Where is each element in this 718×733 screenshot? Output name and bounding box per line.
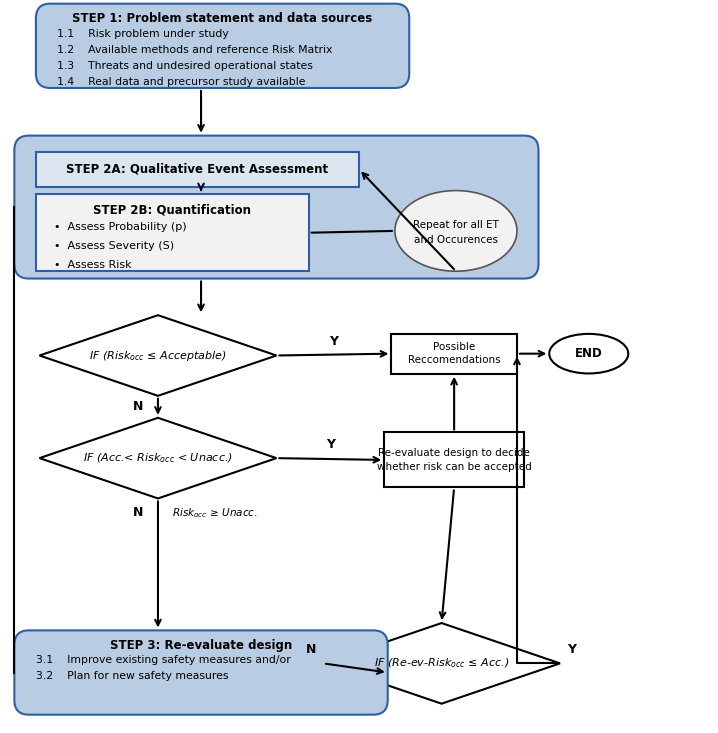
Text: •  Assess Risk: • Assess Risk: [54, 260, 131, 270]
Text: STEP 2B: Quantification: STEP 2B: Quantification: [93, 203, 251, 216]
Text: IF (Acc.< Risk$_{occ}$ < Unacc.): IF (Acc.< Risk$_{occ}$ < Unacc.): [83, 452, 233, 465]
Text: Re-evaluate design to decide: Re-evaluate design to decide: [378, 449, 530, 458]
Text: 1.4    Real data and precursor study available: 1.4 Real data and precursor study availa…: [57, 77, 306, 87]
Text: IF (Re-ev-Risk$_{occ}$ ≤ Acc.): IF (Re-ev-Risk$_{occ}$ ≤ Acc.): [374, 657, 509, 670]
FancyBboxPatch shape: [36, 4, 409, 88]
Polygon shape: [323, 623, 560, 704]
FancyBboxPatch shape: [14, 630, 388, 715]
Text: •  Assess Probability (p): • Assess Probability (p): [54, 222, 187, 232]
FancyBboxPatch shape: [384, 432, 524, 487]
FancyBboxPatch shape: [36, 152, 359, 187]
Polygon shape: [39, 418, 276, 498]
Text: END: END: [575, 347, 602, 360]
Text: Possible: Possible: [433, 342, 475, 352]
Text: 3.2    Plan for new safety measures: 3.2 Plan for new safety measures: [36, 671, 228, 682]
Text: STEP 2A: Qualitative Event Assessment: STEP 2A: Qualitative Event Assessment: [66, 163, 329, 176]
Text: STEP 1: Problem statement and data sources: STEP 1: Problem statement and data sourc…: [73, 12, 373, 26]
Text: Y: Y: [330, 335, 338, 348]
Text: IF (Risk$_{occ}$ ≤ Acceptable): IF (Risk$_{occ}$ ≤ Acceptable): [89, 348, 227, 363]
Text: $Risk_{occ}$ ≥ $Unacc.$: $Risk_{occ}$ ≥ $Unacc.$: [172, 506, 258, 520]
Text: 3.1    Improve existing safety measures and/or: 3.1 Improve existing safety measures and…: [36, 655, 291, 666]
Text: N: N: [306, 643, 316, 656]
Text: Reccomendations: Reccomendations: [408, 356, 500, 365]
Ellipse shape: [549, 334, 628, 374]
Text: •  Assess Severity (S): • Assess Severity (S): [54, 241, 174, 251]
Text: STEP 3: Re-evaluate design: STEP 3: Re-evaluate design: [110, 639, 292, 652]
Text: and Occurences: and Occurences: [414, 235, 498, 245]
FancyBboxPatch shape: [36, 194, 309, 271]
FancyBboxPatch shape: [14, 136, 538, 279]
Text: N: N: [134, 506, 144, 519]
Text: Y: Y: [567, 643, 577, 656]
Text: 1.3    Threats and undesired operational states: 1.3 Threats and undesired operational st…: [57, 61, 313, 71]
Text: Y: Y: [326, 438, 335, 451]
Polygon shape: [39, 315, 276, 396]
Text: N: N: [134, 400, 144, 413]
Ellipse shape: [395, 191, 517, 271]
FancyBboxPatch shape: [391, 334, 517, 374]
Text: 1.2    Available methods and reference Risk Matrix: 1.2 Available methods and reference Risk…: [57, 45, 333, 55]
Text: whether risk can be accepted: whether risk can be accepted: [377, 462, 531, 471]
Text: 1.1    Risk problem under study: 1.1 Risk problem under study: [57, 29, 229, 39]
Text: Repeat for all ET: Repeat for all ET: [413, 220, 499, 230]
